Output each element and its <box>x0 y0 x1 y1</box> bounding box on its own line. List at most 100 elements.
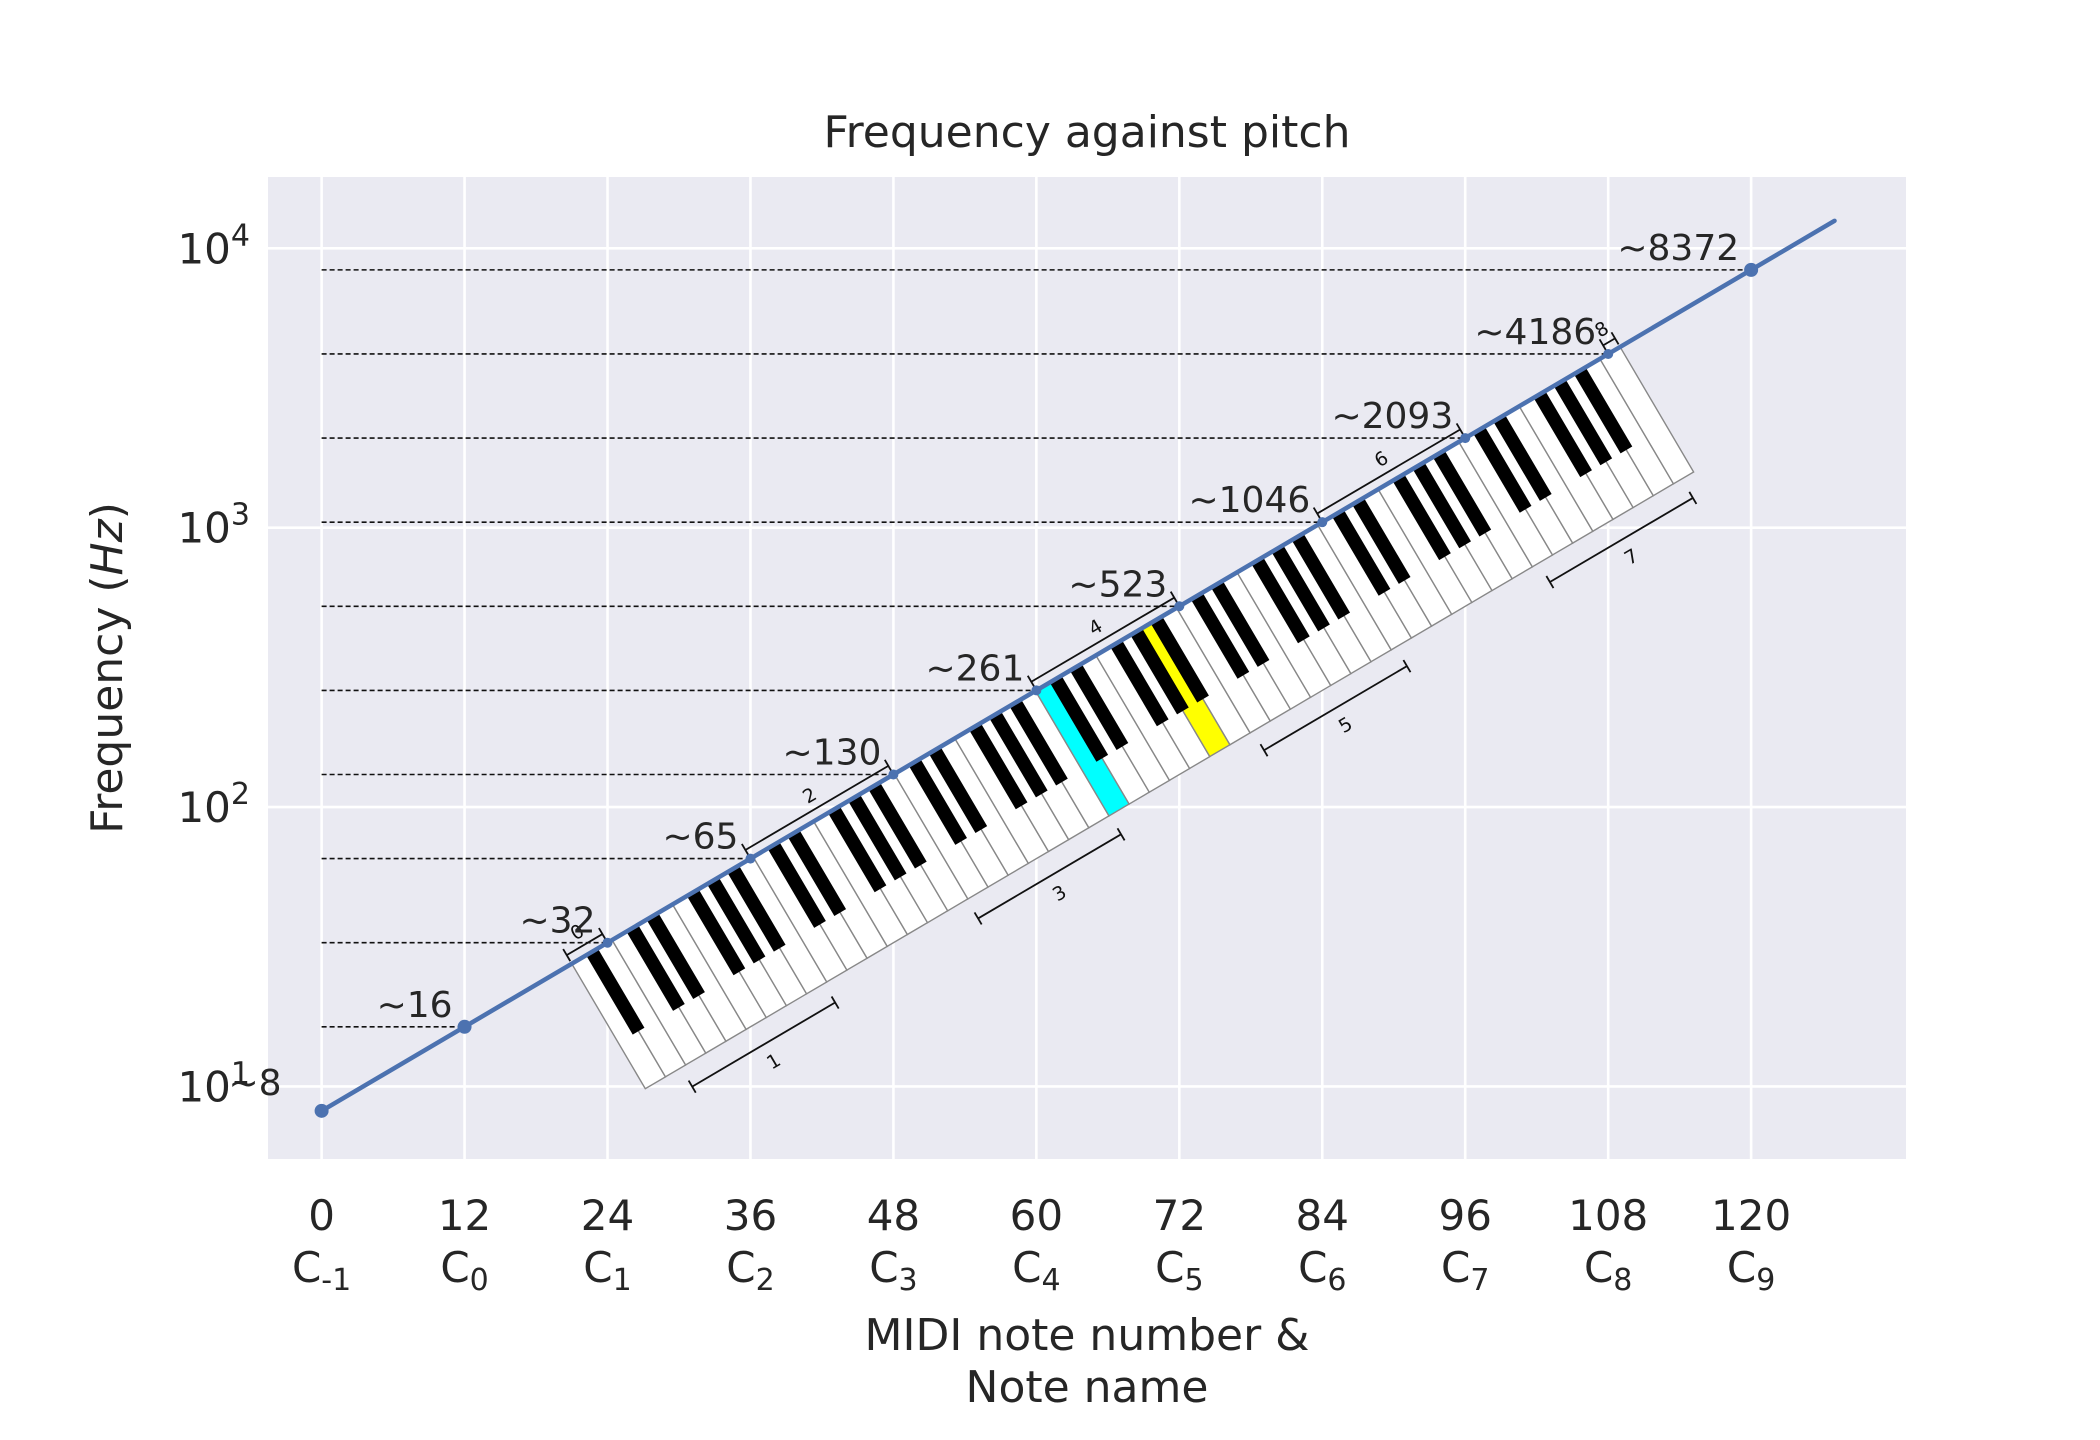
black-key <box>1412 462 1471 549</box>
x-tick-note: C9 <box>1727 1243 1775 1298</box>
annotation-label: ~130 <box>783 733 882 774</box>
octave-bracket <box>977 833 1122 920</box>
x-tick-note: C1 <box>583 1243 631 1298</box>
annotation-label: ~261 <box>925 648 1024 689</box>
octave-point <box>459 1021 470 1032</box>
black-key <box>727 865 786 952</box>
black-key <box>868 782 927 869</box>
octave-bracket <box>566 933 603 956</box>
x-tick-note: C0 <box>440 1243 488 1298</box>
frequency-annotations: ~8 ~16 ~32 ~65 ~130 ~261 ~523 ~1046 ~2093 ~4186 ~8… <box>229 228 1740 1104</box>
x-tick-note: C8 <box>1584 1243 1632 1298</box>
octave-bracket-tick <box>598 927 607 941</box>
black-key <box>1049 675 1109 762</box>
octave-bracket-tick <box>1455 422 1465 436</box>
black-key <box>989 711 1048 798</box>
black-key <box>1352 497 1411 584</box>
octave-point <box>1031 685 1042 696</box>
reference-lines <box>321 269 1752 1028</box>
octave-bracket-tick <box>884 759 893 773</box>
x-tick-note: C7 <box>1441 1243 1489 1298</box>
y-axis-label: Frequency (Hz) <box>82 502 133 834</box>
x-tick-label: 48 <box>867 1191 920 1240</box>
x-tick-note: C-1 <box>292 1243 351 1298</box>
octave-point <box>602 937 613 948</box>
annotation-label: ~32 <box>520 901 596 942</box>
x-axis-label-line1: MIDI note number & <box>865 1310 1310 1361</box>
black-key <box>787 829 847 916</box>
x-tick-note: C3 <box>869 1243 917 1298</box>
octave-bracket-tick <box>1169 591 1179 605</box>
black-key <box>1392 473 1451 561</box>
octave-bracket-tick <box>687 1080 697 1094</box>
octave-bracket-tick <box>1598 338 1608 352</box>
octave-bracket <box>1602 337 1616 347</box>
octave-point <box>1317 517 1328 528</box>
annotation-label: ~523 <box>1068 564 1167 605</box>
black-key <box>1291 533 1351 620</box>
x-tick-note: C4 <box>1012 1243 1060 1298</box>
octave-bracket-tick <box>1402 659 1412 673</box>
annotation-label: ~4186 <box>1474 312 1596 353</box>
x-axis-label-line2: Note name <box>966 1362 1209 1413</box>
black-key <box>1332 509 1391 596</box>
black-key <box>646 912 705 1000</box>
black-key <box>1473 426 1532 513</box>
annotation-label: ~2093 <box>1331 396 1453 437</box>
octave-bracket-tick <box>1688 491 1698 505</box>
x-tick-label: 72 <box>1153 1191 1206 1240</box>
octave-point <box>1460 433 1471 444</box>
black-key <box>908 758 967 845</box>
black-key <box>1493 414 1552 501</box>
x-tick-label: 0 <box>308 1191 335 1240</box>
black-key <box>626 924 685 1011</box>
octave-bracket-tick <box>1116 827 1126 841</box>
black-key <box>848 794 907 881</box>
annotation-label: ~8372 <box>1617 228 1739 269</box>
black-key <box>1190 592 1250 679</box>
annotation-label: ~65 <box>662 817 738 858</box>
black-key <box>1009 699 1068 786</box>
octave-bracket-tick <box>1026 675 1036 689</box>
x-tick-label: 84 <box>1296 1191 1349 1240</box>
y-tick-label: 102 <box>177 777 250 832</box>
black-key <box>1432 450 1492 537</box>
annotation-label: ~16 <box>377 985 453 1026</box>
x-tick-label: 108 <box>1568 1191 1648 1240</box>
black-key <box>586 948 645 1035</box>
octave-bracket-tick <box>741 843 750 857</box>
octave-bracket <box>1549 497 1694 583</box>
y-tick-label: 101 <box>177 1056 250 1111</box>
black-key <box>1533 390 1592 478</box>
x-tick-label: 12 <box>438 1191 491 1240</box>
x-tick-label: 24 <box>581 1191 634 1240</box>
x-tick-label: 60 <box>1010 1191 1063 1240</box>
x-tick-note: C6 <box>1298 1243 1346 1298</box>
x-tick-label: 36 <box>724 1191 777 1240</box>
octave-bracket-tick <box>973 911 983 925</box>
octave-bracket <box>744 765 889 851</box>
x-tick-label: 120 <box>1711 1191 1791 1240</box>
octave-point <box>888 769 899 780</box>
octave-bracket <box>1030 596 1175 683</box>
black-key <box>828 806 887 893</box>
grid <box>268 177 1906 1159</box>
y-tick-label: 103 <box>177 498 250 553</box>
octave-point <box>745 853 756 864</box>
chart-title: Frequency against pitch <box>824 107 1351 158</box>
octave-bracket <box>1316 428 1461 515</box>
octave-bracket-tick <box>1545 575 1555 589</box>
octave-bracket-tick <box>562 948 572 962</box>
octave-point <box>1174 601 1185 612</box>
black-key <box>707 877 766 964</box>
x-axis-ticks: 0C-112C024C136C248C360C472C584C696C7108C… <box>292 1191 1791 1298</box>
data-point <box>314 1103 329 1118</box>
black-key <box>1251 557 1310 644</box>
y-axis-ticks: 101 102 103 104 <box>177 218 250 1111</box>
black-key <box>1553 379 1613 466</box>
black-key <box>928 746 988 833</box>
octave-bracket-tick <box>830 996 840 1010</box>
octave-point <box>1603 348 1614 359</box>
series-line <box>314 218 1837 1118</box>
